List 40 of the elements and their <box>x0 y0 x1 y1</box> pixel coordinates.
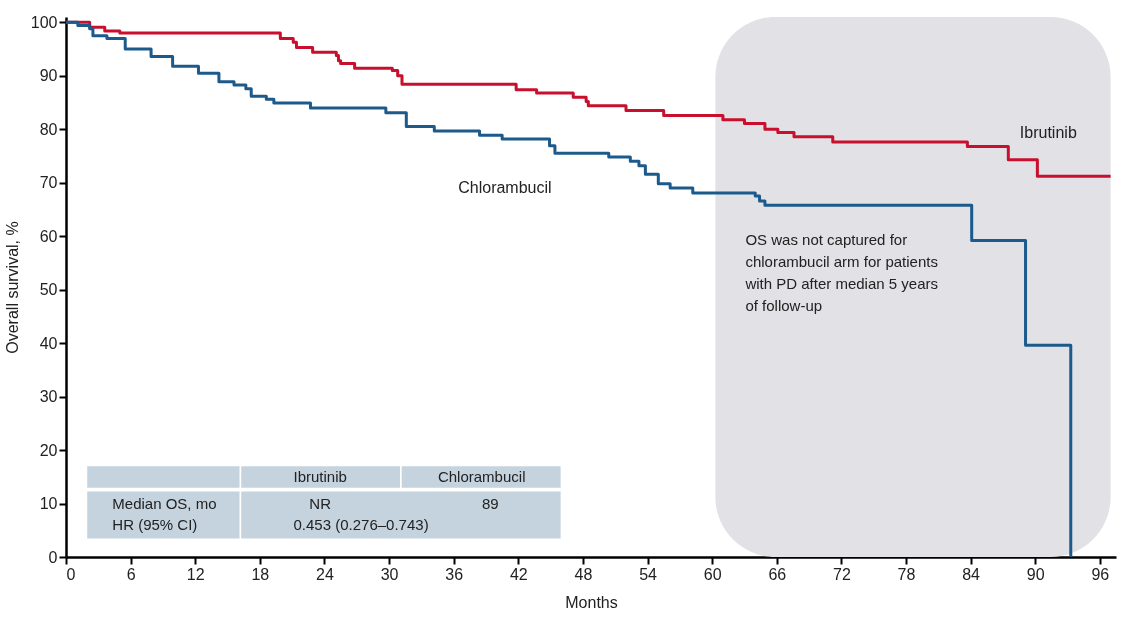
x-axis-title: Months <box>565 593 618 611</box>
x-tick-label: 84 <box>962 565 981 583</box>
x-tick-label: 30 <box>380 565 399 583</box>
x-tick-label: 54 <box>639 565 658 583</box>
y-tick-label: 100 <box>30 13 58 31</box>
y-tick-label: 50 <box>39 281 58 299</box>
y-tick-label: 80 <box>39 120 58 138</box>
y-tick-label: 30 <box>39 388 58 406</box>
x-tick-label: 78 <box>897 565 916 583</box>
x-tick-label: 66 <box>768 565 787 583</box>
x-tick-label: 24 <box>316 565 334 583</box>
y-tick-label: 70 <box>39 174 58 192</box>
y-tick-label: 40 <box>39 334 58 352</box>
x-tick-label: 72 <box>832 565 851 583</box>
y-tick-label: 60 <box>39 227 58 245</box>
x-tick-label: 60 <box>703 565 722 583</box>
annotation: 89 <box>481 494 499 512</box>
y-tick-label: 20 <box>39 441 58 459</box>
y-tick-label: 0 <box>48 548 58 566</box>
x-tick-label: 18 <box>251 565 270 583</box>
x-tick-label: 6 <box>126 565 136 583</box>
annotation: NR <box>309 494 332 512</box>
band-label: OS was not captured for chlorambucil arm for patients with PD after median 5 years of follow-up <box>744 231 938 314</box>
text: Chlorambucil <box>437 467 526 485</box>
y-tick-label: 90 <box>39 67 58 85</box>
x-tick-label: 0 <box>66 565 76 583</box>
series-label: Ibrutinib <box>1019 123 1077 141</box>
series-label: Chlorambucil <box>458 179 552 197</box>
x-tick-label: 42 <box>509 565 528 583</box>
x-tick-label: 96 <box>1091 565 1110 583</box>
x-tick-label: 90 <box>1026 565 1045 583</box>
y-tick-label: 10 <box>39 495 58 513</box>
annotation: 0.453 (0.276–0.743) <box>293 516 429 534</box>
x-tick-label: 12 <box>186 565 205 583</box>
x-tick-label: 48 <box>574 565 593 583</box>
x-tick-label: 36 <box>445 565 464 583</box>
text: Ibrutinib <box>293 467 347 485</box>
y-axis-title: Overall survival, % <box>3 221 21 354</box>
annotation: Median OS, mo <box>112 494 217 512</box>
annotation: HR (95% CI) <box>112 516 198 534</box>
